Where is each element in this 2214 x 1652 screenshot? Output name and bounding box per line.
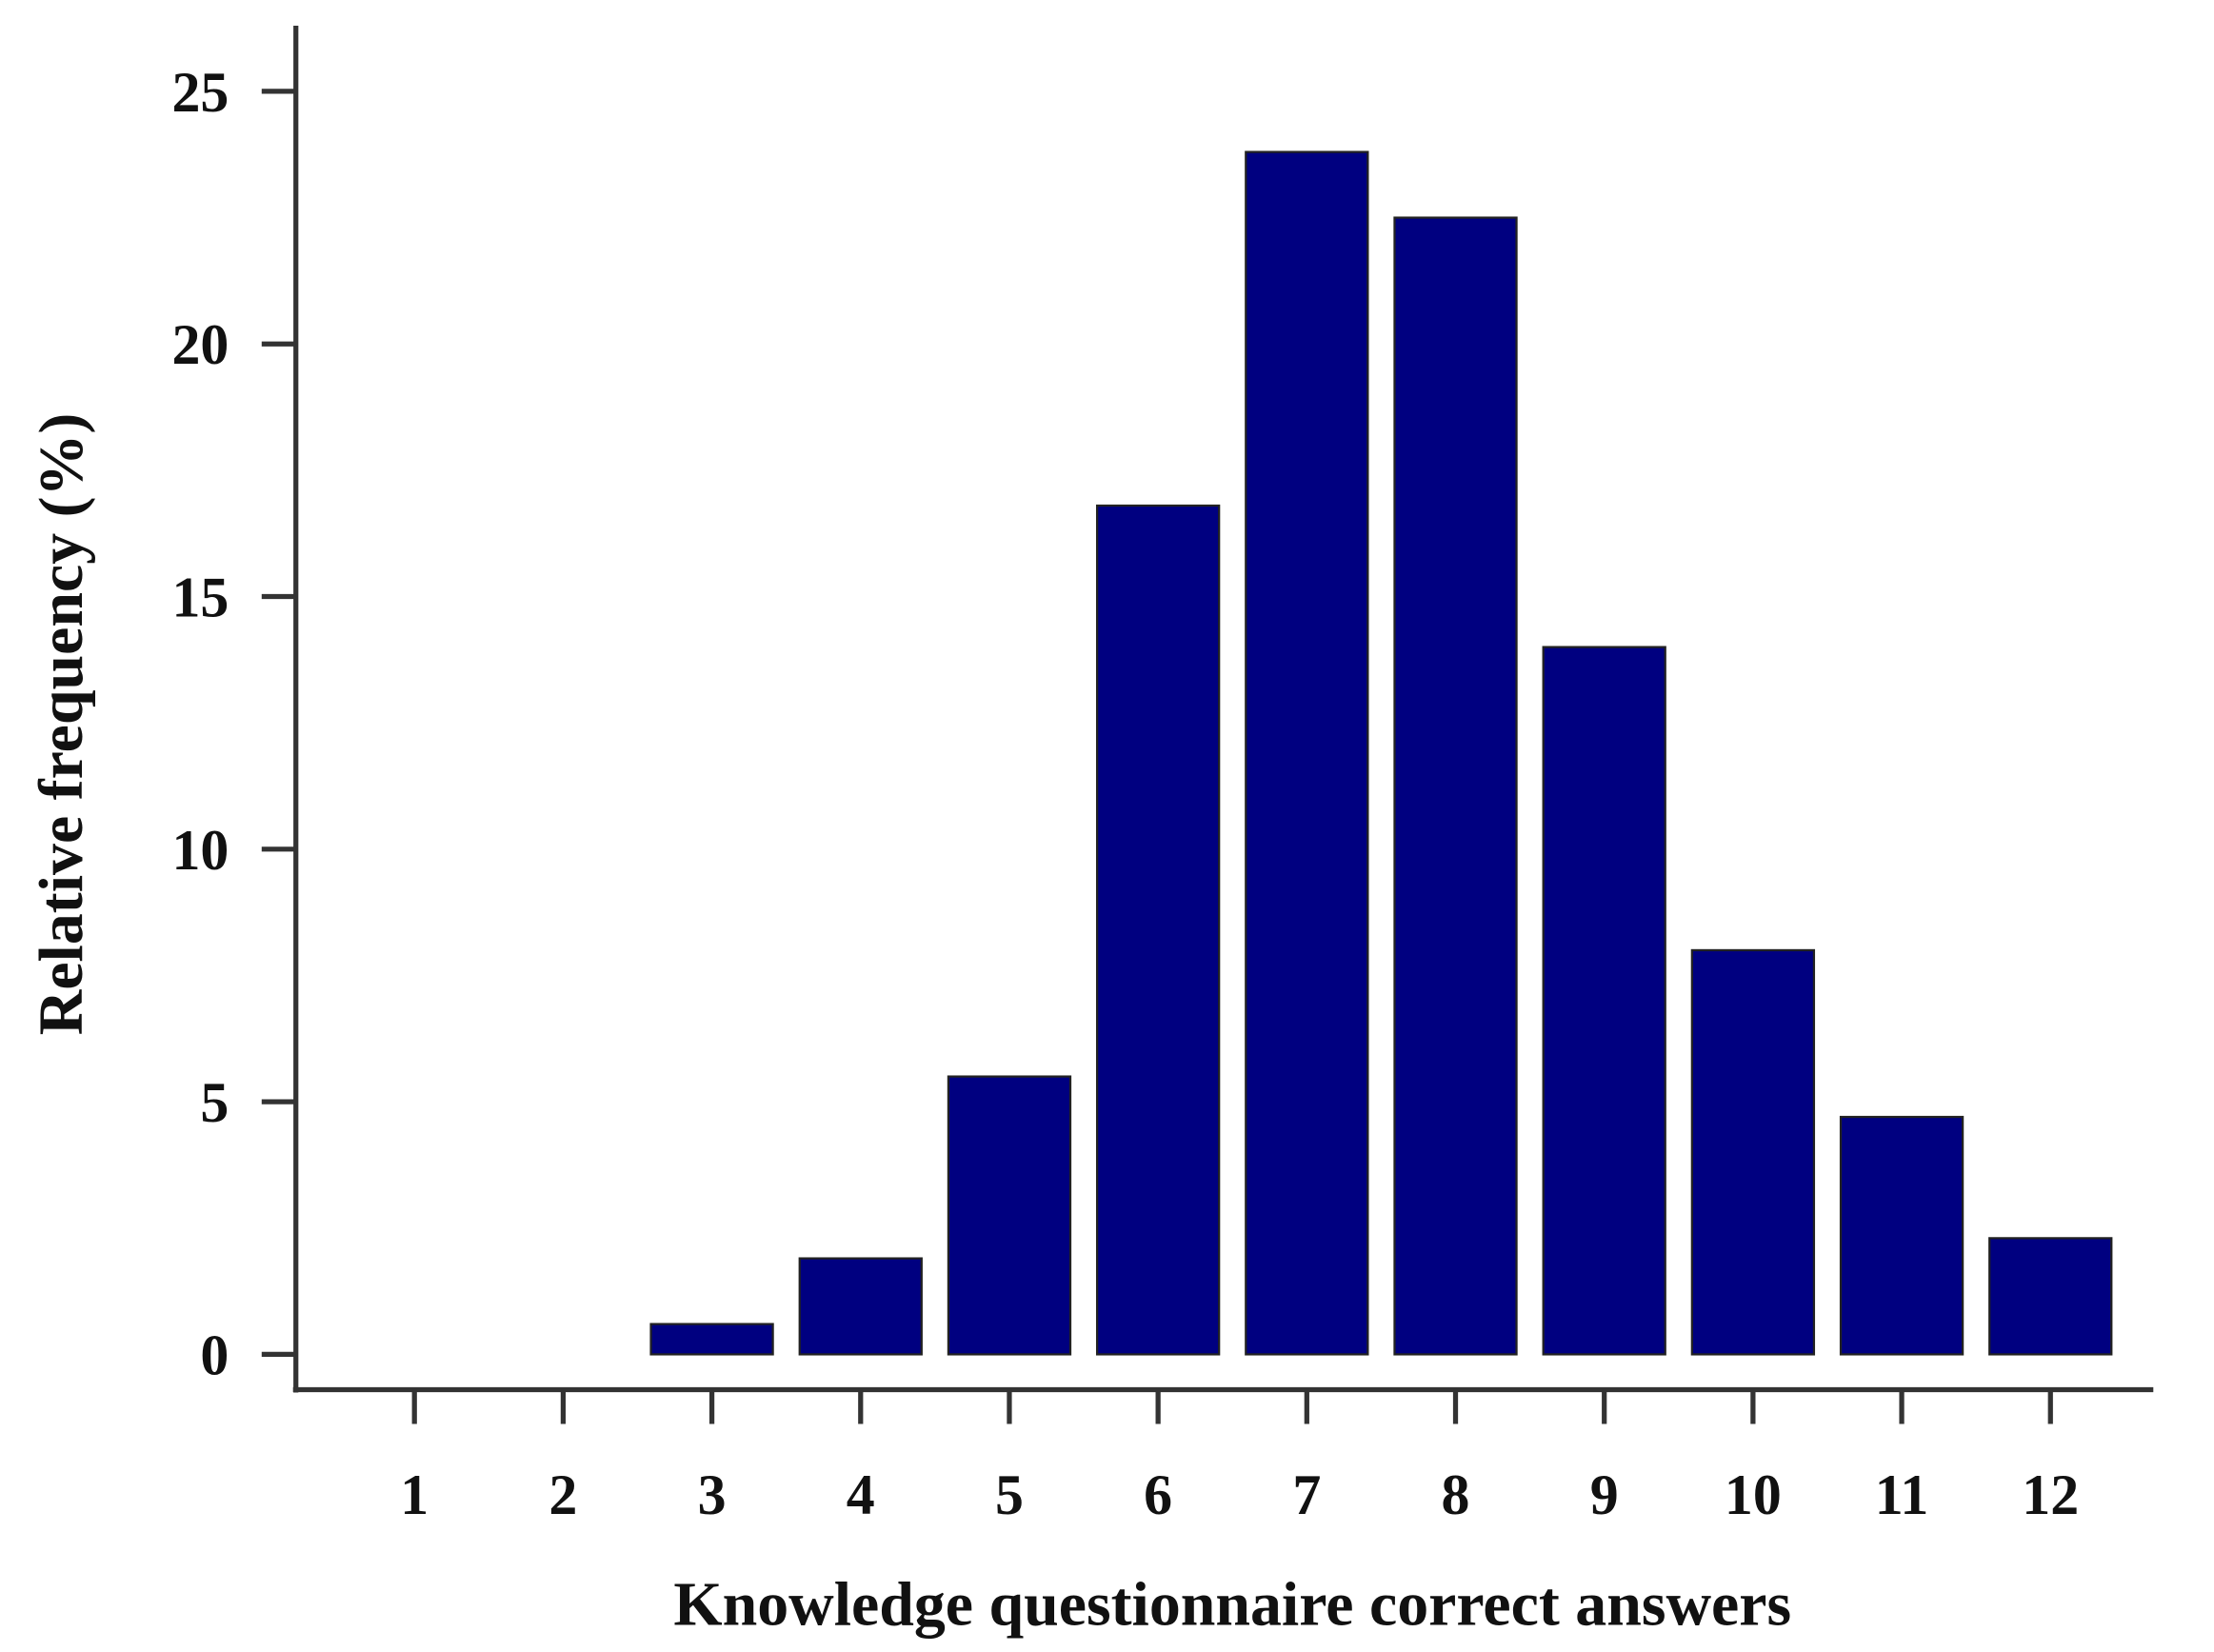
x-tick-label: 4 [847,1463,875,1526]
bar [1245,150,1369,1356]
bar [1839,1115,1965,1356]
x-tick-label: 3 [698,1463,727,1526]
x-tick-label: 1 [400,1463,429,1526]
x-tick-label: 7 [1292,1463,1321,1526]
x-axis-label: Knowledge questionnaire correct answers [673,1570,1791,1640]
x-tick-label: 12 [2022,1463,2079,1526]
bar [798,1257,923,1356]
x-tick-label: 11 [1875,1463,1929,1526]
y-tick-label: 10 [172,819,229,882]
x-tick-label: 6 [1144,1463,1172,1526]
bar [1393,216,1518,1356]
x-tick-label: 5 [995,1463,1024,1526]
y-tick-label: 0 [200,1324,229,1386]
y-tick-label: 20 [172,313,229,376]
bar [1690,948,1816,1356]
y-tick-label: 15 [172,566,229,628]
bar [1095,504,1221,1356]
x-tick-label: 10 [1725,1463,1782,1526]
x-tick-label: 2 [549,1463,577,1526]
y-axis-label: Relative frequency (%) [27,413,96,1036]
x-tick-label: 8 [1442,1463,1470,1526]
bar [1988,1237,2113,1356]
y-tick-label: 5 [200,1071,229,1134]
y-tick-label: 25 [172,61,229,124]
bar [649,1323,774,1356]
bar [1542,646,1666,1356]
bar [947,1075,1072,1356]
x-tick-label: 9 [1590,1463,1619,1526]
